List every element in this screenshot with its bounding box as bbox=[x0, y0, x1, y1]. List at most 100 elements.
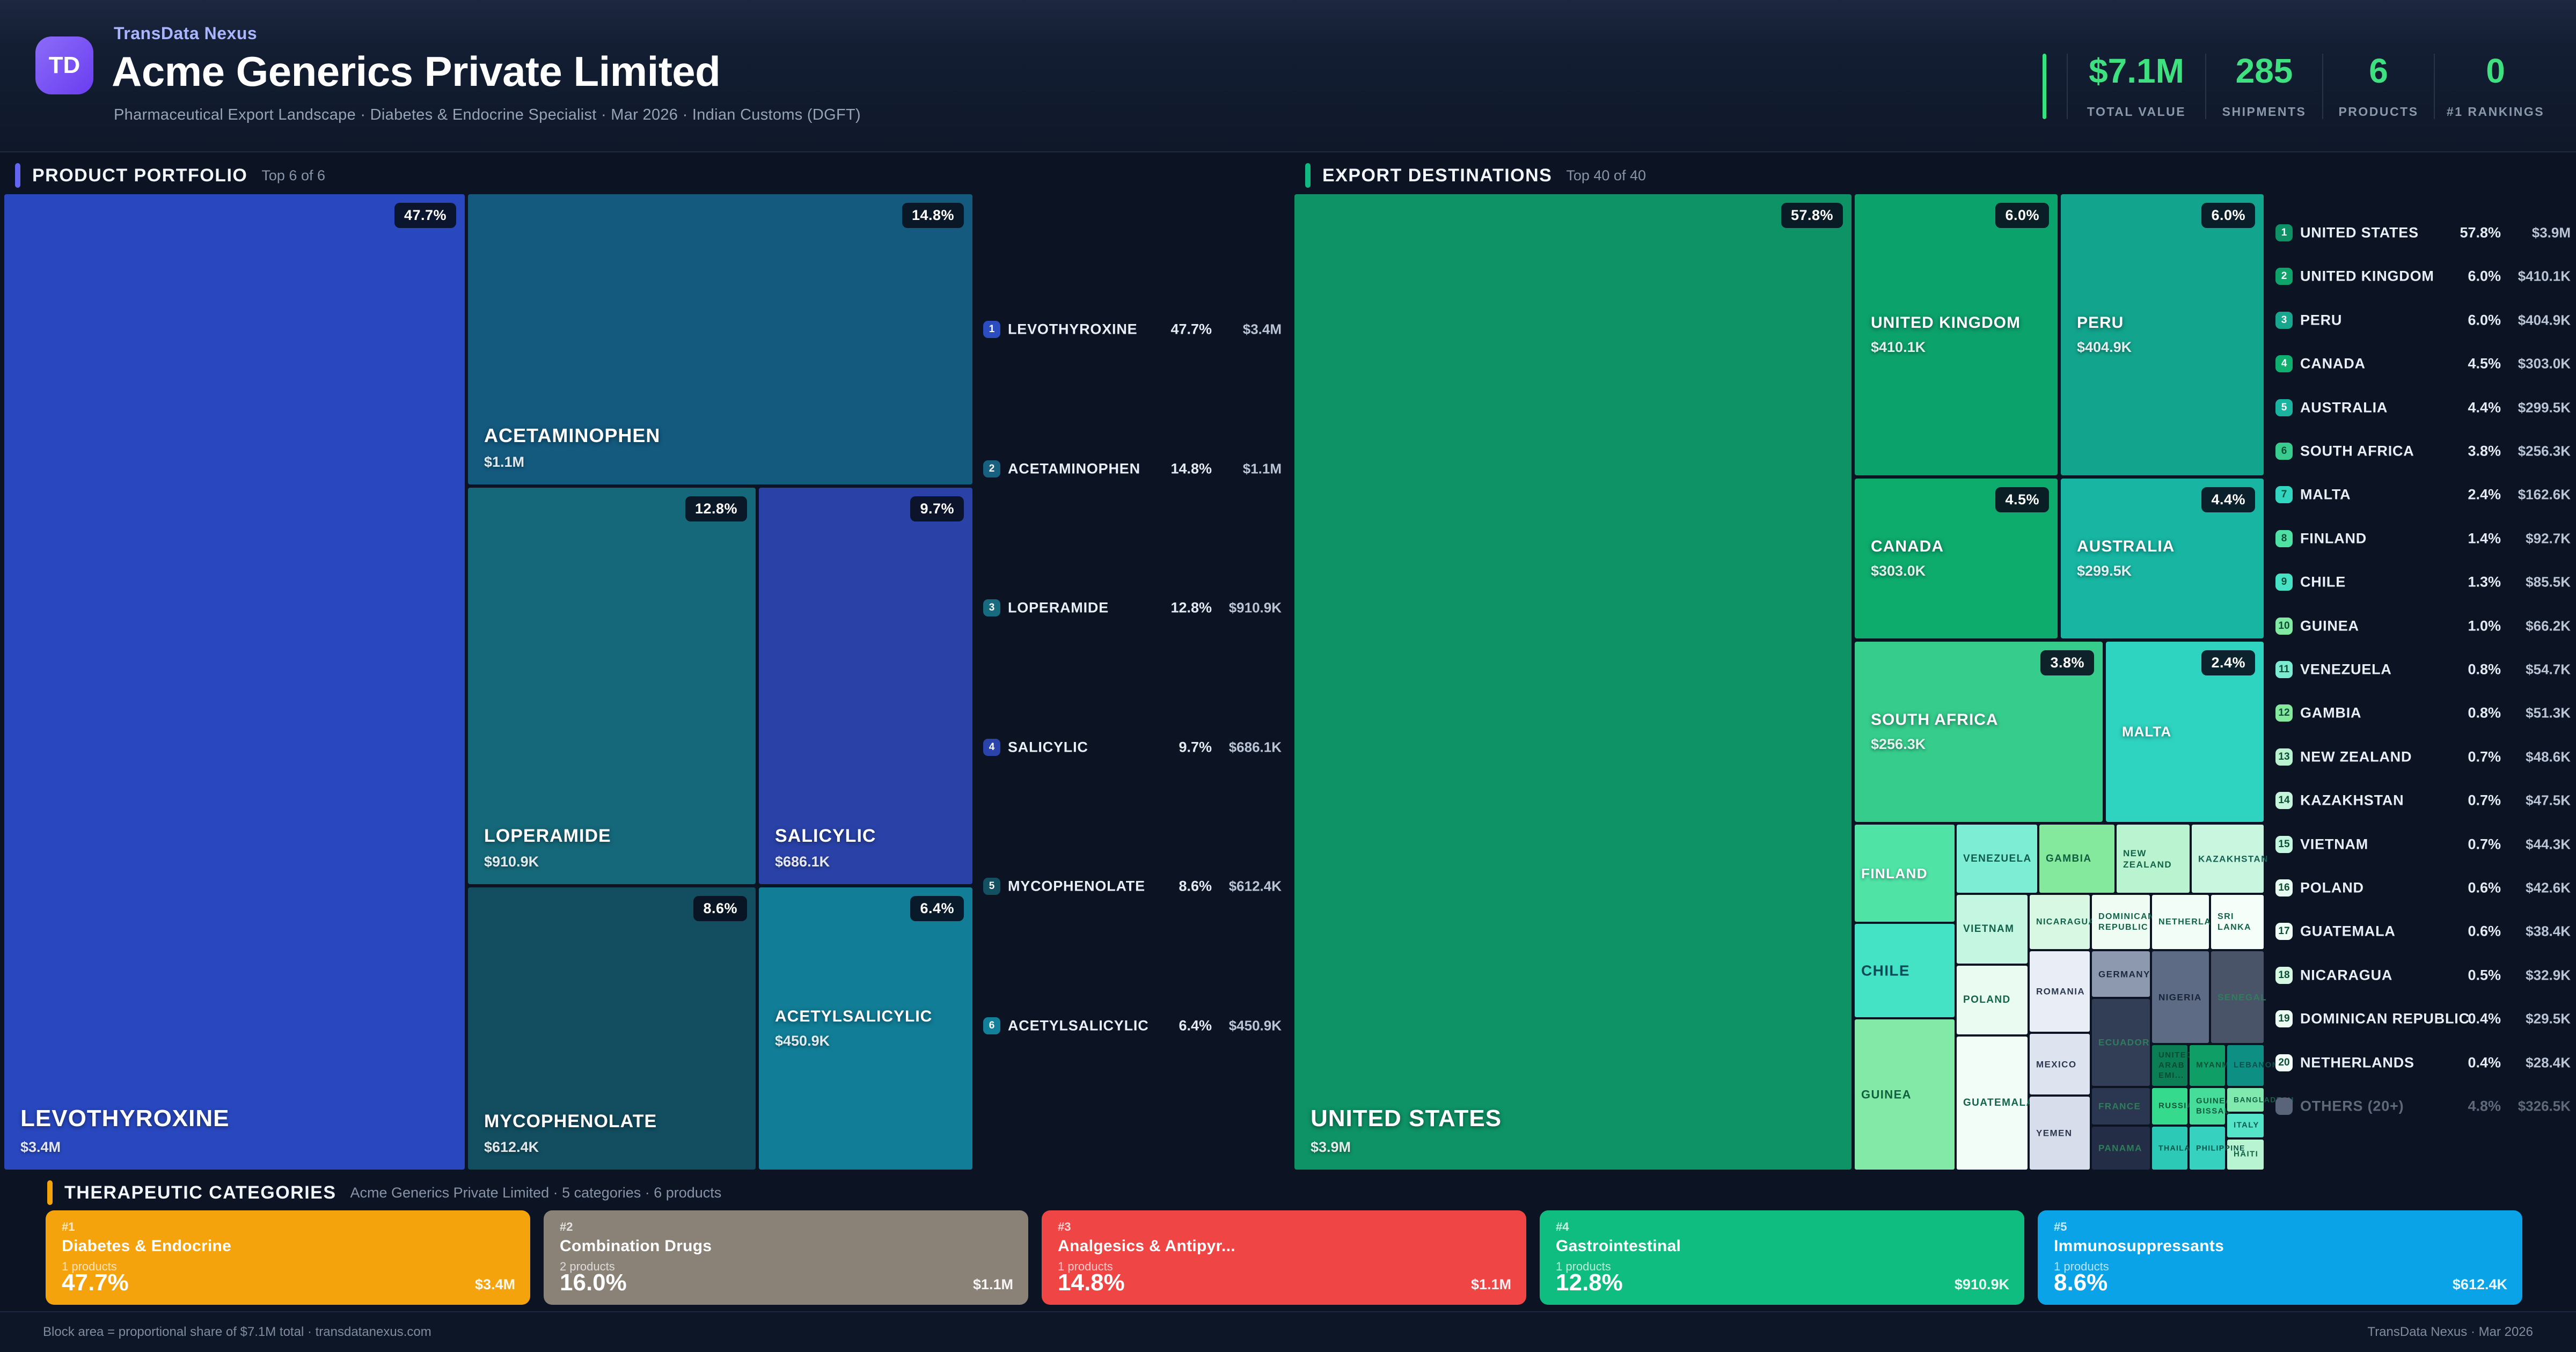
block-value: $1.1M bbox=[484, 454, 525, 470]
list-row-guinea[interactable]: 10 GUINEA 1.0% $66.2K bbox=[2275, 611, 2571, 642]
list-row-dominican-republic[interactable]: 19 DOMINICAN REPUBLIC 0.4% $29.5K bbox=[2275, 1003, 2571, 1034]
list-row-loperamide[interactable]: 3 LOPERAMIDE 12.8% $910.9K bbox=[983, 592, 1282, 623]
treemap-block-united-kingdom[interactable]: 6.0% UNITED KINGDOM $410.1K bbox=[1855, 194, 2058, 475]
treemap-tile-poland[interactable]: POLAND bbox=[1957, 966, 2028, 1034]
percent-badge: 47.7% bbox=[394, 203, 456, 228]
treemap-block-levothyroxine[interactable]: 47.7% LEVOTHYROXINE $3.4M bbox=[4, 194, 465, 1170]
list-row-guatemala[interactable]: 17 GUATEMALA 0.6% $38.4K bbox=[2275, 916, 2571, 947]
rank-badge: 18 bbox=[2275, 967, 2293, 984]
treemap-tile-gambia[interactable]: GAMBIA bbox=[2039, 825, 2114, 893]
treemap-tile-nicaragua[interactable]: NICARAGUA bbox=[2030, 895, 2095, 949]
treemap-tile-myanmar[interactable]: MYANMAR bbox=[2190, 1045, 2242, 1086]
list-row-finland[interactable]: 8 FINLAND 1.4% $92.7K bbox=[2275, 523, 2571, 554]
treemap-tile-russia[interactable]: RUSSIA bbox=[2152, 1088, 2193, 1125]
block-value: $612.4K bbox=[484, 1139, 539, 1155]
list-row-kazakhstan[interactable]: 14 KAZAKHSTAN 0.7% $47.5K bbox=[2275, 785, 2571, 816]
tile-label: ROMANIA bbox=[2036, 986, 2085, 997]
header: TD TransData Nexus Acme Generics Private… bbox=[0, 0, 2576, 152]
treemap-tile-guatemala[interactable]: GUATEMALA bbox=[1957, 1037, 2033, 1170]
list-row-poland[interactable]: 16 POLAND 0.6% $42.6K bbox=[2275, 872, 2571, 903]
card-name: Gastrointestinal bbox=[1556, 1237, 1681, 1255]
list-row-gambia[interactable]: 12 GAMBIA 0.8% $51.3K bbox=[2275, 697, 2571, 729]
row-name: MYCOPHENOLATE bbox=[1008, 878, 1145, 894]
list-row-netherlands[interactable]: 20 NETHERLANDS 0.4% $28.4K bbox=[2275, 1047, 2571, 1078]
rank-badge: 4 bbox=[983, 739, 1000, 756]
treemap-tile-bangladesh[interactable]: BANGLADESH bbox=[2227, 1088, 2293, 1112]
list-row-australia[interactable]: 5 AUSTRALIA 4.4% $299.5K bbox=[2275, 392, 2571, 423]
treemap-tile-ecuador[interactable]: ECUADOR bbox=[2092, 999, 2150, 1086]
list-row-canada[interactable]: 4 CANADA 4.5% $303.0K bbox=[2275, 348, 2571, 379]
category-card-diabetes-endocrine[interactable]: #1 Diabetes & Endocrine 1 products 47.7% $3.… bbox=[46, 1210, 530, 1305]
treemap-tile-guinea[interactable]: GUINEA bbox=[1855, 1019, 1955, 1170]
treemap-tile-romania[interactable]: ROMANIA bbox=[2030, 951, 2090, 1032]
treemap-tile-france[interactable]: FRANCE bbox=[2092, 1088, 2150, 1125]
treemap-tile-thailand[interactable]: THAILAND bbox=[2152, 1127, 2202, 1170]
list-row-others-20[interactable]: OTHERS (20+) 4.8% $326.5K bbox=[2275, 1091, 2571, 1122]
treemap-tile-germany[interactable]: GERMANY bbox=[2092, 951, 2150, 997]
treemap-block-canada[interactable]: 4.5% CANADA $303.0K bbox=[1855, 479, 2058, 638]
treemap-tile-united-arab-emi[interactable]: UNITED ARAB EMI... bbox=[2152, 1045, 2192, 1086]
treemap-tile-italy[interactable]: ITALY bbox=[2227, 1114, 2264, 1137]
treemap-block-malta[interactable]: 2.4% MALTA bbox=[2106, 642, 2264, 822]
list-row-acetaminophen[interactable]: 2 ACETAMINOPHEN 14.8% $1.1M bbox=[983, 453, 1282, 484]
list-row-salicylic[interactable]: 4 SALICYLIC 9.7% $686.1K bbox=[983, 732, 1282, 763]
treemap-tile-vietnam[interactable]: VIETNAM bbox=[1957, 895, 2028, 964]
treemap-tile-philippine[interactable]: PHILIPPINE bbox=[2190, 1127, 2244, 1170]
percent-badge: 4.4% bbox=[2201, 487, 2255, 512]
treemap-tile-mexico[interactable]: MEXICO bbox=[2030, 1034, 2090, 1094]
treemap-tile-netherlands[interactable]: NETHERLANDS bbox=[2152, 895, 2231, 949]
treemap-tile-guinea-bissau[interactable]: GUINEA BISSAU bbox=[2190, 1088, 2231, 1125]
treemap-block-salicylic[interactable]: 9.7% SALICYLIC $686.1K bbox=[759, 488, 972, 884]
treemap-tile-finland[interactable]: FINLAND bbox=[1855, 825, 1955, 922]
treemap-tile-dominican-republic[interactable]: DOMINICAN REPUBLIC bbox=[2092, 895, 2154, 949]
row-percent: 0.5% bbox=[2468, 967, 2501, 983]
treemap-tile-nigeria[interactable]: NIGERIA bbox=[2152, 951, 2209, 1043]
tile-label: HAITI bbox=[2234, 1149, 2259, 1159]
list-row-venezuela[interactable]: 11 VENEZUELA 0.8% $54.7K bbox=[2275, 654, 2571, 685]
list-row-malta[interactable]: 7 MALTA 2.4% $162.6K bbox=[2275, 479, 2571, 510]
list-row-levothyroxine[interactable]: 1 LEVOTHYROXINE 47.7% $3.4M bbox=[983, 314, 1282, 345]
row-percent: 0.7% bbox=[2468, 792, 2501, 809]
category-card-analgesics-antipyr[interactable]: #3 Analgesics & Antipyr... 1 products 14.8%… bbox=[1042, 1210, 1526, 1305]
treemap-tile-panama[interactable]: PANAMA bbox=[2092, 1127, 2150, 1170]
treemap-block-south-africa[interactable]: 3.8% SOUTH AFRICA $256.3K bbox=[1855, 642, 2103, 822]
category-card-combination-drugs[interactable]: #2 Combination Drugs 2 products 16.0% $1.1M bbox=[544, 1210, 1028, 1305]
treemap-block-loperamide[interactable]: 12.8% LOPERAMIDE $910.9K bbox=[468, 488, 756, 884]
percent-badge: 6.0% bbox=[1995, 203, 2049, 228]
category-card-gastrointestinal[interactable]: #4 Gastrointestinal 1 products 12.8% $910.9K bbox=[1540, 1210, 2024, 1305]
treemap-tile-lebanon[interactable]: LEBANON bbox=[2227, 1045, 2278, 1086]
list-row-acetylsalicylic[interactable]: 6 ACETYLSALICYLIC 6.4% $450.9K bbox=[983, 1010, 1282, 1041]
treemap-tile-new-zealand[interactable]: NEW ZEALAND bbox=[2117, 825, 2190, 893]
list-row-south-africa[interactable]: 6 SOUTH AFRICA 3.8% $256.3K bbox=[2275, 436, 2571, 467]
treemap-block-mycophenolate[interactable]: 8.6% MYCOPHENOLATE $612.4K bbox=[468, 887, 756, 1170]
list-row-chile[interactable]: 9 CHILE 1.3% $85.5K bbox=[2275, 567, 2571, 598]
treemap-block-acetylsalicylic[interactable]: 6.4% ACETYLSALICYLIC $450.9K bbox=[759, 887, 972, 1170]
section-accent-bar bbox=[15, 163, 20, 188]
treemap-tile-senegal[interactable]: SENEGAL bbox=[2211, 951, 2266, 1043]
treemap-tile-venezuela[interactable]: VENEZUELA bbox=[1957, 825, 2037, 893]
treemap-block-united-states[interactable]: 57.8% UNITED STATES $3.9M bbox=[1294, 194, 1851, 1170]
list-row-united-states[interactable]: 1 UNITED STATES 57.8% $3.9M bbox=[2275, 217, 2571, 248]
row-value: $256.3K bbox=[2518, 443, 2571, 459]
list-row-nicaragua[interactable]: 18 NICARAGUA 0.5% $32.9K bbox=[2275, 960, 2571, 991]
category-card-immunosuppressants[interactable]: #5 Immunosuppressants 1 products 8.6% $612.4… bbox=[2038, 1210, 2522, 1305]
list-row-united-kingdom[interactable]: 2 UNITED KINGDOM 6.0% $410.1K bbox=[2275, 261, 2571, 292]
row-name: VENEZUELA bbox=[2300, 661, 2392, 678]
stat-label: #1 RANKINGS bbox=[2446, 105, 2545, 119]
treemap-tile-haiti[interactable]: HAITI bbox=[2227, 1140, 2264, 1170]
treemap-tile-kazakhstan[interactable]: KAZAKHSTAN bbox=[2192, 825, 2268, 893]
list-row-new-zealand[interactable]: 13 NEW ZEALAND 0.7% $48.6K bbox=[2275, 741, 2571, 773]
list-row-mycophenolate[interactable]: 5 MYCOPHENOLATE 8.6% $612.4K bbox=[983, 871, 1282, 902]
list-row-peru[interactable]: 3 PERU 6.0% $404.9K bbox=[2275, 305, 2571, 336]
list-row-vietnam[interactable]: 15 VIETNAM 0.7% $44.3K bbox=[2275, 829, 2571, 860]
treemap-block-acetaminophen[interactable]: 14.8% ACETAMINOPHEN $1.1M bbox=[468, 194, 972, 484]
treemap-tile-yemen[interactable]: YEMEN bbox=[2030, 1097, 2090, 1170]
treemap-tile-sri-lanka[interactable]: SRI LANKA bbox=[2211, 895, 2264, 949]
treemap-block-peru[interactable]: 6.0% PERU $404.9K bbox=[2061, 194, 2264, 475]
tile-label: KAZAKHSTAN bbox=[2198, 853, 2268, 864]
treemap-tile-chile[interactable]: CHILE bbox=[1855, 924, 1955, 1017]
tile-label: GAMBIA bbox=[2046, 853, 2092, 864]
row-value: $29.5K bbox=[2526, 1010, 2571, 1027]
row-value: $32.9K bbox=[2526, 967, 2571, 983]
treemap-block-australia[interactable]: 4.4% AUSTRALIA $299.5K bbox=[2061, 479, 2264, 638]
